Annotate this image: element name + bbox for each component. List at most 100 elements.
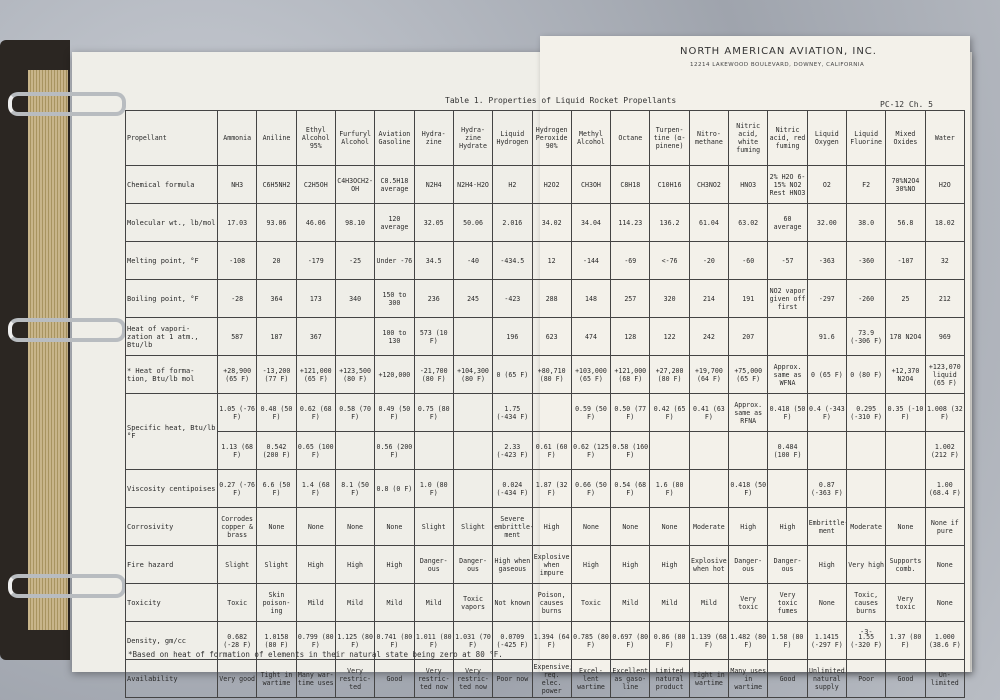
table-cell: High (728, 507, 769, 546)
table-cell: 1.0158 (80 F) (256, 621, 297, 660)
table-cell: 0.61 (60 F) (531, 431, 572, 470)
page-stack-edge (28, 70, 68, 630)
table-cell: 2% H2O 6-15% NO2 Rest HNO3 (767, 165, 808, 204)
table-title: Table 1. Properties of Liquid Rocket Pro… (445, 96, 677, 105)
table-cell: Explosive when hot (688, 545, 730, 584)
table-cell (845, 469, 887, 508)
binder-ring-middle (8, 318, 126, 342)
table-cell (531, 393, 572, 432)
table-cell: 573 (10 F) (413, 317, 454, 356)
table-cell: 18.02 (924, 203, 966, 242)
table-cell: -179 (295, 241, 336, 280)
table-cell: None (610, 507, 651, 546)
table-cell: 34.04 (570, 203, 612, 242)
column-header: Liquid Hydrogen (492, 110, 533, 166)
table-cell: 1.4 (68 F) (295, 469, 336, 508)
table-row: Availability Very good Tight in wartime Man… (125, 659, 966, 698)
table-cell: 0.42 (65 F) (649, 393, 690, 432)
table-cell: 207 (728, 317, 769, 356)
table-cell: Moderate (845, 507, 887, 546)
table-cell: 1.1415 (-297 F) (806, 621, 848, 660)
table-cell: 0.024 (-434 F) (492, 469, 533, 508)
table-cell: 34.5 (413, 241, 454, 280)
table-cell: N2H4 (413, 165, 454, 204)
table-cell (649, 431, 690, 470)
table-cell: -107 (885, 241, 926, 280)
table-cell: C6H5NH2 (256, 165, 297, 204)
table-row: Heat of vapori- zation at 1 atm., Btu/lb… (125, 317, 966, 356)
table-cell: 1.000 (38.6 F) (924, 621, 966, 660)
row-label: Boiling point, °F (125, 279, 218, 318)
table-cell (452, 469, 494, 508)
corner-header: Propellant (125, 110, 218, 166)
table-cell: Very good (216, 659, 258, 698)
table-cell: O2 (806, 165, 848, 204)
table-cell: 38.0 (845, 203, 887, 242)
table-cell: 0.54 (68 F) (610, 469, 651, 508)
table-cell: Approx. same as RFNA (728, 393, 769, 432)
table-cell: -423 (492, 279, 533, 318)
table-cell: 0.75 (80 F) (413, 393, 454, 432)
table-cell: Very restric- ted (334, 659, 376, 698)
table-cell: Approx. same as WFNA (767, 355, 808, 394)
table-cell: None (806, 583, 848, 622)
table-cell: None (334, 507, 376, 546)
table-cell: 56.8 (885, 203, 926, 242)
table-cell: Many war- time uses (295, 659, 336, 698)
table-cell: 0.741 (80 F) (374, 621, 415, 660)
table-cell: 0.56 (200 F) (374, 431, 415, 470)
binder-ring-top (8, 92, 126, 116)
table-cell: 1.0 (80 F) (413, 469, 454, 508)
table-cell: 0 (80 F) (845, 355, 887, 394)
table-cell: 0.62 (125 F) (570, 431, 612, 470)
table-cell: Embrittle- ment (806, 507, 848, 546)
table-cell: High when gaseous (492, 545, 533, 584)
table-cell: 1.008 (32 F) (924, 393, 966, 432)
row-label: Viscosity centipoises (125, 469, 218, 508)
table-cell: +121,000 (65 F) (295, 355, 336, 394)
table-cell: -144 (570, 241, 612, 280)
table-cell: +28,900 (65 F) (216, 355, 258, 394)
table-cell: 136.2 (649, 203, 690, 242)
table-cell (845, 431, 887, 470)
column-header: Furfuryl Alcohol (334, 110, 376, 166)
table-row: Specific heat, Btu/lb °F 1.05 (-76 F) 0.48… (125, 393, 966, 470)
table-cell: 212 (924, 279, 966, 318)
table-cell: Tight in wartime (256, 659, 297, 698)
table-cell: 0.86 (80 F) (649, 621, 690, 660)
column-header: Liquid Oxygen (806, 110, 848, 166)
table-cell: +121,000 (68 F) (610, 355, 651, 394)
table-cell: 120 average (374, 203, 415, 242)
table-cell: +12,370 N2O4 (885, 355, 926, 394)
table-cell: Under -76 (374, 241, 415, 280)
table-cell: 0.484 (100 F) (767, 431, 808, 470)
table-cell: 173 (295, 279, 336, 318)
table-cell: -360 (845, 241, 887, 280)
column-header: Aviation Gasoline (374, 110, 415, 166)
table-cell: Poor now (492, 659, 533, 698)
table-cell: None (924, 545, 966, 584)
row-label: Molecular wt., lb/mol (125, 203, 218, 242)
table-cell: 474 (570, 317, 612, 356)
table-cell (688, 469, 730, 508)
table-cell: 50.06 (452, 203, 494, 242)
table-cell: 2.016 (492, 203, 533, 242)
table-cell: Mild (413, 583, 454, 622)
table-cell: Mild (295, 583, 336, 622)
table-cell: 0.35 (-10 F) (885, 393, 926, 432)
table-row: Corrosivity Corrodes copper & brass None No… (125, 507, 966, 546)
table-cell: 32.00 (806, 203, 848, 242)
table-cell: 0.50 (77 F) (610, 393, 651, 432)
table-cell: 2.33 (-423 F) (492, 431, 533, 470)
table-cell (767, 469, 808, 508)
table-cell: C8H18 (610, 165, 651, 204)
footnote: *Based on heat of formation of elements … (128, 650, 503, 659)
propellant-properties-table: Propellant Ammonia Aniline Ethyl Alcohol 95… (125, 110, 966, 698)
table-cell (452, 317, 494, 356)
table-cell: +75,000 (65 F) (728, 355, 769, 394)
table-cell: Good (374, 659, 415, 698)
row-label: Heat of vapori- zation at 1 atm., Btu/lb (125, 317, 218, 356)
table-cell: -108 (216, 241, 258, 280)
table-cell: 1.00 (68.4 F) (924, 469, 966, 508)
table-cell (885, 469, 926, 508)
